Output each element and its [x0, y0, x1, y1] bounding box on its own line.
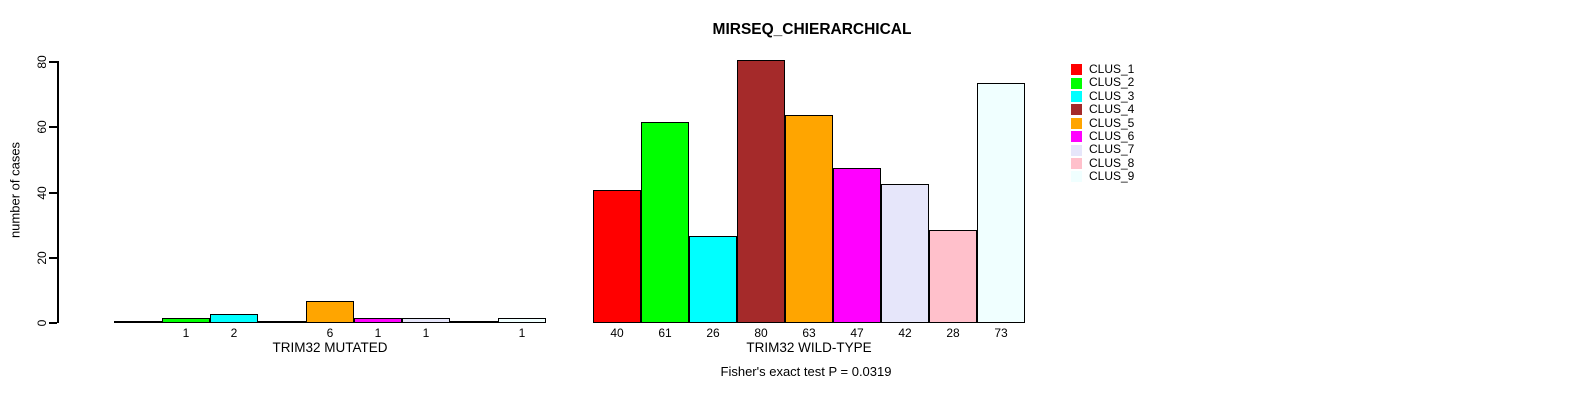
bar-clus_3 — [689, 236, 737, 323]
bar-value-label: 6 — [326, 326, 334, 340]
bar-clus_2 — [641, 122, 689, 323]
y-tick — [49, 257, 57, 259]
legend-row: CLUS_1 — [1071, 62, 1135, 76]
legend-label: CLUS_3 — [1089, 88, 1135, 103]
y-tick — [49, 192, 57, 194]
bar-value-label: 47 — [850, 326, 864, 340]
y-tick-label: 40 — [35, 185, 49, 200]
legend-swatch-clus_8 — [1071, 157, 1082, 169]
legend-swatch-clus_4 — [1071, 104, 1082, 116]
legend-label: CLUS_7 — [1089, 142, 1135, 157]
bar-clus_7 — [402, 318, 450, 323]
legend: CLUS_1 CLUS_2 CLUS_3 CLUS_4 CLUS_5 CLUS_6 CLUS… — [1071, 62, 1135, 184]
legend-row: CLUS_6 — [1071, 128, 1135, 143]
legend-swatch-clus_6 — [1071, 131, 1082, 143]
bar-value-label: 1 — [422, 326, 430, 340]
bar-value-label: 28 — [946, 326, 960, 340]
bar-clus_8 — [929, 230, 977, 323]
legend-label: CLUS_9 — [1089, 169, 1135, 184]
y-tick — [49, 322, 57, 324]
bar-clus_4 — [737, 60, 785, 323]
bar-clus_6 — [354, 318, 402, 323]
legend-row: CLUS_4 — [1071, 102, 1135, 117]
legend-swatch-clus_7 — [1071, 144, 1082, 156]
legend-label: CLUS_2 — [1089, 75, 1135, 90]
legend-row: CLUS_3 — [1071, 88, 1135, 103]
bar-value-label: 2 — [230, 326, 238, 340]
y-tick-label: 80 — [35, 54, 49, 69]
bar-clus_3 — [210, 314, 258, 323]
legend-row: CLUS_8 — [1071, 155, 1135, 170]
legend-label: CLUS_5 — [1089, 115, 1135, 130]
y-tick-label: 20 — [35, 250, 49, 265]
fisher-test-annotation: Fisher's exact test P = 0.0319 — [720, 364, 892, 379]
chart-title: MIRSEQ_CHIERARCHICAL — [712, 21, 912, 38]
legend-swatch-clus_2 — [1071, 77, 1082, 89]
legend-swatch-clus_1 — [1071, 64, 1082, 76]
legend-row: CLUS_9 — [1071, 169, 1135, 184]
bar-clus_9 — [498, 318, 546, 323]
bar-value-label: 1 — [182, 326, 190, 340]
bar-clus_2 — [162, 318, 210, 323]
group-label: TRIM32 MUTATED — [272, 340, 388, 355]
bar-value-label: 61 — [658, 326, 672, 340]
bar-value-label: 80 — [754, 326, 768, 340]
bar-value-label: 40 — [610, 326, 624, 340]
bar-value-label: 73 — [994, 326, 1008, 340]
y-axis-line — [57, 61, 59, 323]
legend-label: CLUS_6 — [1089, 128, 1135, 143]
legend-row: CLUS_2 — [1071, 75, 1135, 90]
legend-label: CLUS_8 — [1089, 155, 1135, 170]
bar-clus_9 — [977, 83, 1025, 323]
bar-value-label: 42 — [898, 326, 912, 340]
bar-clus_5 — [785, 115, 833, 323]
bar-clus_5 — [306, 301, 354, 323]
legend-label: CLUS_4 — [1089, 102, 1135, 117]
bar-value-label: 1 — [518, 326, 526, 340]
legend-row: CLUS_5 — [1071, 115, 1135, 130]
bar-value-label: 1 — [374, 326, 382, 340]
bar-value-label: 26 — [706, 326, 720, 340]
legend-row: CLUS_7 — [1071, 142, 1135, 157]
legend-swatch-clus_9 — [1071, 171, 1082, 183]
legend-swatch-clus_3 — [1071, 90, 1082, 102]
legend-label: CLUS_1 — [1089, 62, 1135, 76]
bar-value-label: 63 — [802, 326, 816, 340]
y-tick — [49, 126, 57, 128]
group-label: TRIM32 WILD-TYPE — [746, 340, 872, 355]
y-axis-label: number of cases — [7, 141, 23, 239]
bar-clus_7 — [881, 184, 929, 323]
bar-clus_1 — [593, 190, 641, 323]
y-tick-label: 60 — [35, 119, 49, 134]
legend-swatch-clus_5 — [1071, 117, 1082, 129]
y-tick — [49, 61, 57, 63]
y-tick-label: 0 — [35, 319, 49, 326]
bar-clus_6 — [833, 168, 881, 323]
